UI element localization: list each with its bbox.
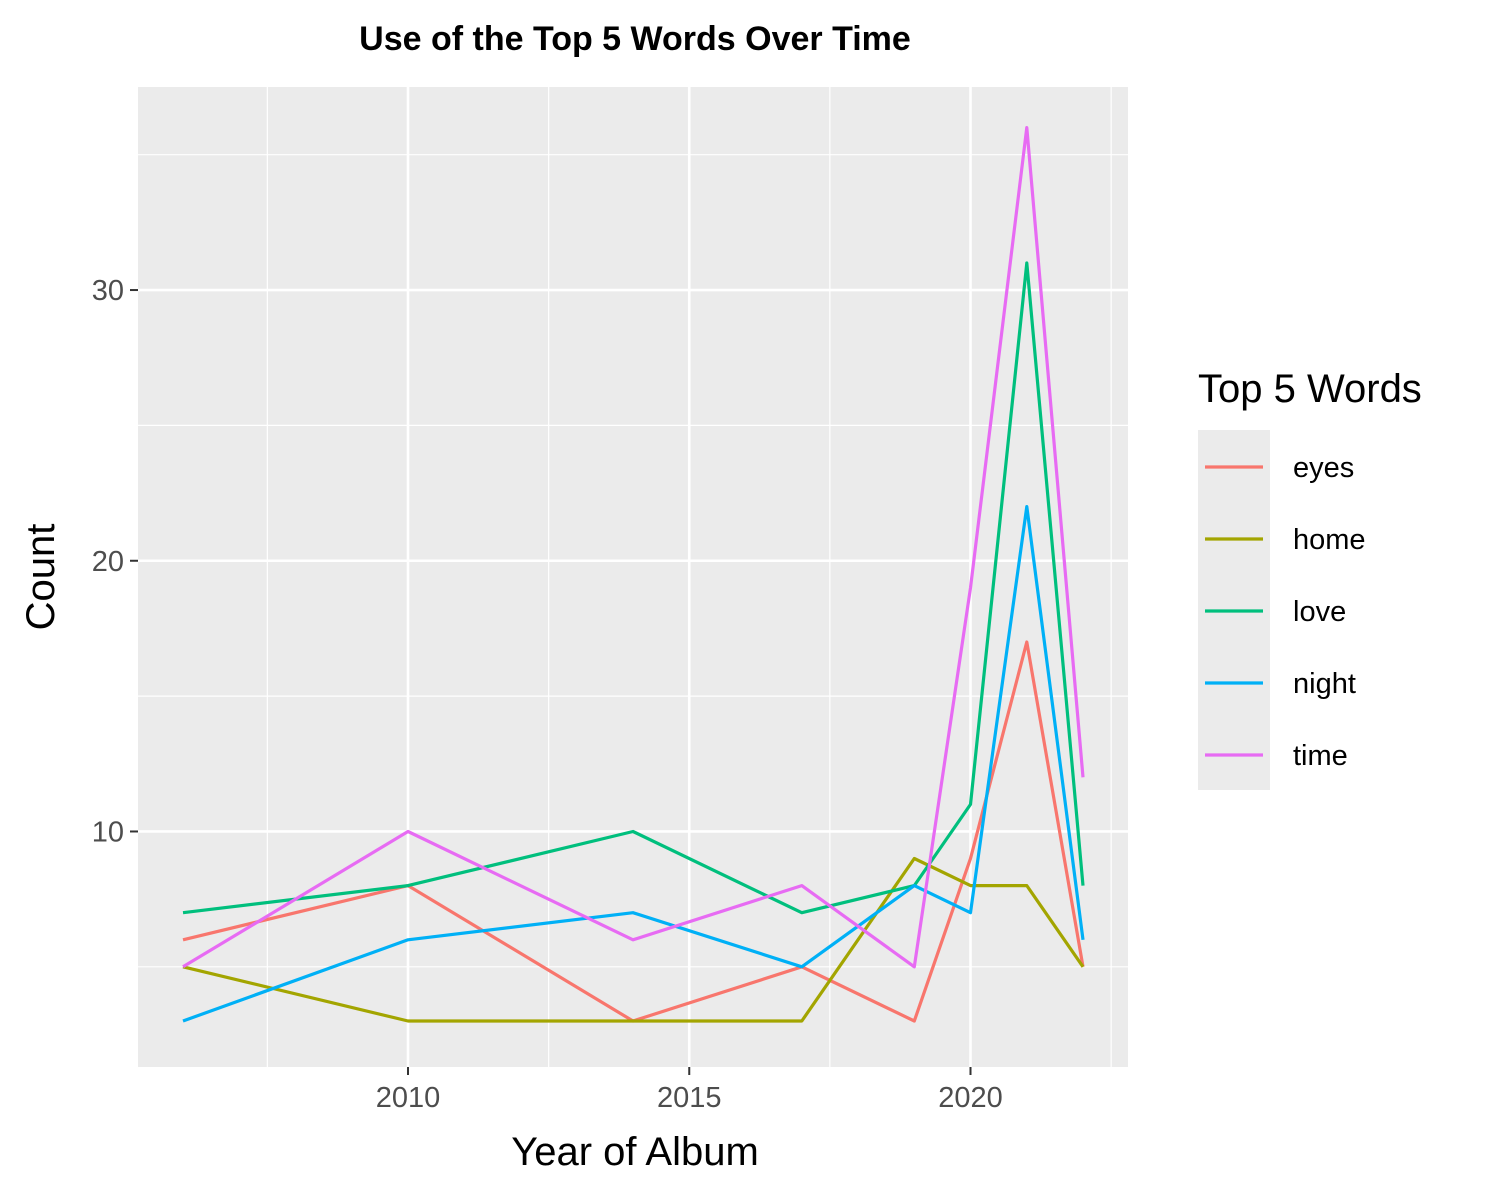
legend-label-eyes: eyes xyxy=(1293,452,1354,484)
legend-items: eyes home love night time xyxy=(1205,452,1366,772)
major-gridlines xyxy=(138,87,1128,1067)
series-line-eyes xyxy=(182,640,1085,1023)
legend-label-time: time xyxy=(1293,740,1348,772)
y-axis: 10 20 30 xyxy=(92,275,138,848)
plot-panel xyxy=(138,87,1128,1067)
minor-gridlines xyxy=(138,87,1128,1067)
series-lines xyxy=(182,125,1085,1023)
x-tick-label: 2010 xyxy=(376,1082,441,1114)
y-tick-label: 30 xyxy=(92,275,124,307)
legend-label-home: home xyxy=(1293,524,1366,556)
series-line-love xyxy=(182,261,1085,915)
series-line-home xyxy=(182,856,1085,1023)
x-tick-label: 2015 xyxy=(657,1082,722,1114)
x-axis: 2010 2015 2020 xyxy=(376,1067,1003,1114)
legend: Top 5 Words eyes home love night time xyxy=(1198,367,1422,790)
legend-label-love: love xyxy=(1293,596,1346,628)
chart-title: Use of the Top 5 Words Over Time xyxy=(359,20,911,58)
x-tick-label: 2020 xyxy=(938,1082,1003,1114)
y-tick-label: 20 xyxy=(92,546,124,578)
legend-label-night: night xyxy=(1293,668,1356,700)
y-tick-label: 10 xyxy=(92,816,124,848)
x-axis-title: Year of Album xyxy=(511,1130,759,1174)
series-line-time xyxy=(182,125,1085,969)
legend-title: Top 5 Words xyxy=(1198,367,1422,411)
y-axis-title: Count xyxy=(19,524,63,631)
